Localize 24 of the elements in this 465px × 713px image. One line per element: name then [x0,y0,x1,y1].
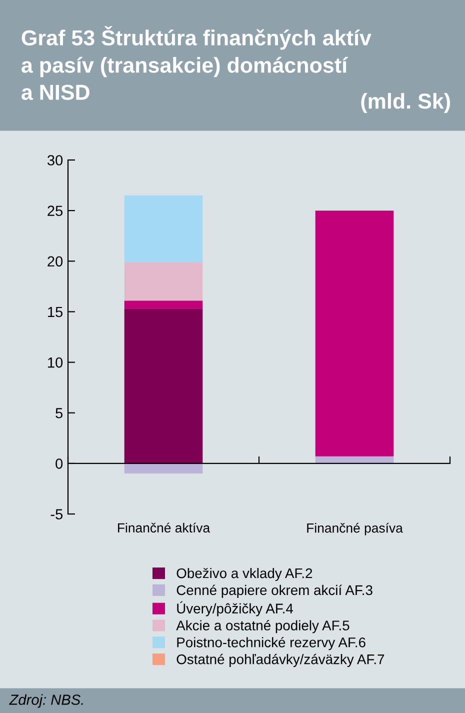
y-tick-label: 5 [56,408,63,418]
y-tick-label: 30 [47,155,63,166]
bar [124,195,203,262]
text: Zdroj: NBS. [9,694,83,708]
bar [124,463,203,474]
bar [124,308,203,464]
y-tick-label: 15 [48,306,63,318]
legend-label: Cenné papiere okrem akcií AF.3 [176,584,372,598]
legend-label: Úvery/pôžičky AF.4 [177,601,294,616]
legend-label: Obeživo a vklady AF.2 [176,568,312,581]
bar [315,456,394,464]
y-tick-label: 25 [48,206,63,216]
y-tick-label: -5 [50,509,63,520]
bar [124,262,203,301]
y-tick-label: 10 [48,357,63,368]
legend-label: Poistno-technické rezervy AF.6 [177,636,366,650]
x-tick-label: Finančné aktíva [118,522,210,533]
bar [124,300,203,309]
bar [315,210,394,456]
legend-label: Akcie a ostatné podiely AF.5 [176,620,350,634]
x-tick-label: Finančné pasíva [307,522,403,536]
y-tick-label: 0 [56,458,63,469]
legend-label: Ostatné pohľadávky/záväzky AF.7 [176,654,384,667]
y-tick-label: 20 [48,256,63,267]
